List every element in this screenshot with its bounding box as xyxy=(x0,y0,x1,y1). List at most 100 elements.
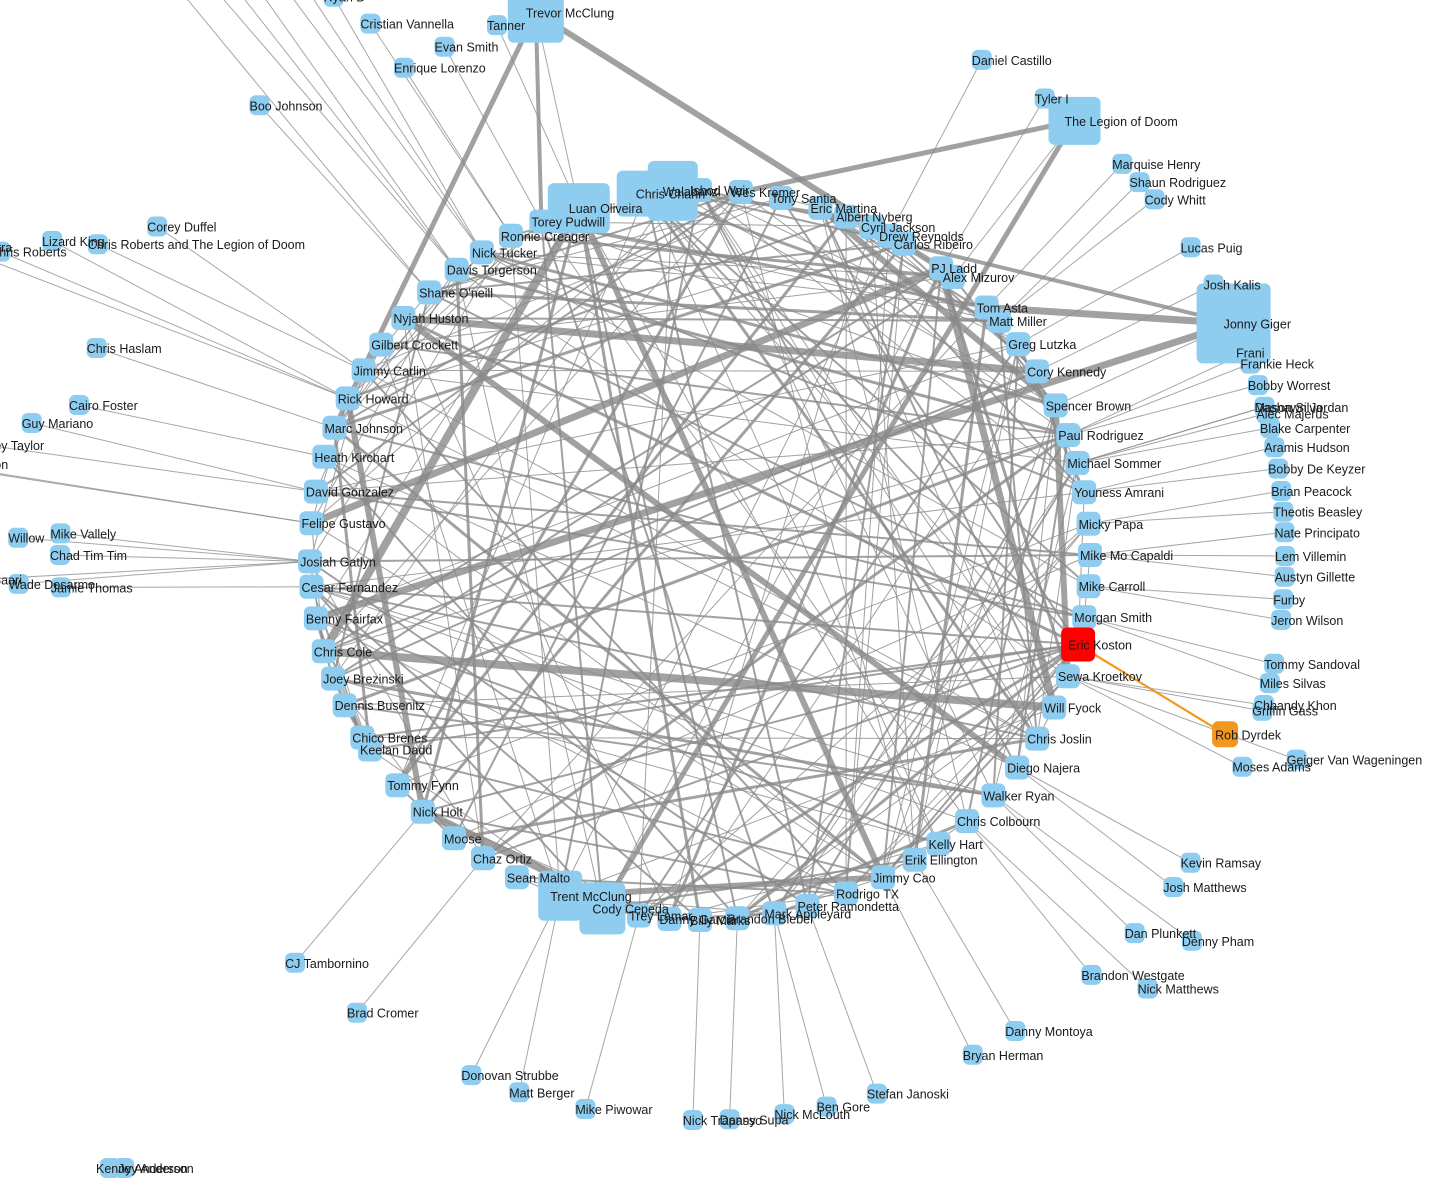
svg-text:The Legion of Doom: The Legion of Doom xyxy=(1065,115,1178,129)
svg-text:Marc Johnson: Marc Johnson xyxy=(325,422,404,436)
svg-text:Josiah Gatlyn: Josiah Gatlyn xyxy=(300,555,376,569)
svg-text:Mike Piwowar: Mike Piwowar xyxy=(575,1103,652,1117)
svg-text:Danny Montoya: Danny Montoya xyxy=(1005,1025,1093,1039)
svg-text:Donovan Strubbe: Donovan Strubbe xyxy=(461,1069,558,1083)
svg-text:Morgan Smith: Morgan Smith xyxy=(1074,611,1152,625)
svg-text:Micky Papa: Micky Papa xyxy=(1079,518,1144,532)
svg-text:Marquise Henry: Marquise Henry xyxy=(1112,158,1201,172)
svg-text:Benny Fairfax: Benny Fairfax xyxy=(306,612,384,626)
svg-text:Lem Villemin: Lem Villemin xyxy=(1275,550,1346,564)
svg-text:Dennis Busenitz: Dennis Busenitz xyxy=(335,699,425,713)
svg-text:Josh Kalis: Josh Kalis xyxy=(1204,279,1261,293)
svg-text:Nick Matthews: Nick Matthews xyxy=(1138,983,1219,997)
svg-text:Nick Tucker: Nick Tucker xyxy=(472,246,537,260)
svg-text:Frankie Heck: Frankie Heck xyxy=(1240,358,1314,372)
svg-text:Torey Pudwill: Torey Pudwill xyxy=(531,216,605,230)
svg-text:Griffin Gass: Griffin Gass xyxy=(1252,705,1318,719)
svg-text:Trevor McClung: Trevor McClung xyxy=(526,7,614,21)
svg-text:Shane O'neill: Shane O'neill xyxy=(419,286,493,300)
svg-text:Keelan Dadd: Keelan Dadd xyxy=(360,744,432,758)
svg-text:Gilbert Crockett: Gilbert Crockett xyxy=(371,339,458,353)
svg-text:Cristian Vannella: Cristian Vannella xyxy=(360,18,454,32)
svg-text:Jeron Wilson: Jeron Wilson xyxy=(1271,614,1343,628)
svg-text:Cody Whitt: Cody Whitt xyxy=(1145,193,1207,207)
svg-text:Furby: Furby xyxy=(1273,593,1306,607)
svg-text:Evan Smith: Evan Smith xyxy=(435,41,499,55)
svg-text:Jimmy Carlin: Jimmy Carlin xyxy=(354,364,426,378)
svg-text:Daniel Castillo: Daniel Castillo xyxy=(972,54,1052,68)
svg-text:Cairo Foster: Cairo Foster xyxy=(69,399,138,413)
svg-text:Sean Malto: Sean Malto xyxy=(507,871,570,885)
svg-text:Mike Vallely: Mike Vallely xyxy=(50,527,117,541)
svg-text:Enrique Lorenzo: Enrique Lorenzo xyxy=(394,62,486,76)
svg-text:Michael Sommer: Michael Sommer xyxy=(1067,457,1161,471)
svg-text:Kelly Hart: Kelly Hart xyxy=(929,838,984,852)
svg-text:Moses Adams: Moses Adams xyxy=(1232,761,1311,775)
svg-text:Stefan Janoski: Stefan Janoski xyxy=(867,1088,949,1102)
svg-text:Cesar Fernandez: Cesar Fernandez xyxy=(302,581,399,595)
svg-text:Willow: Willow xyxy=(8,532,45,546)
svg-text:Shaun Rodriguez: Shaun Rodriguez xyxy=(1130,176,1227,190)
svg-text:Tom Asta: Tom Asta xyxy=(977,302,1028,316)
svg-text:Paul Rodriguez: Paul Rodriguez xyxy=(1058,429,1143,443)
svg-text:Brad Cromer: Brad Cromer xyxy=(347,1007,419,1021)
svg-text:Eric Koston: Eric Koston xyxy=(1068,639,1132,653)
svg-text:Mike Mo Capaldi: Mike Mo Capaldi xyxy=(1080,549,1173,563)
svg-text:Dan Plunkett: Dan Plunkett xyxy=(1125,927,1197,941)
svg-text:Chaz Ortiz: Chaz Ortiz xyxy=(473,852,532,866)
svg-text:Rick Howard: Rick Howard xyxy=(338,392,409,406)
svg-text:Youness Amrani: Youness Amrani xyxy=(1074,486,1164,500)
svg-text:Erik Ellington: Erik Ellington xyxy=(905,854,978,868)
svg-text:Ronnie Creager: Ronnie Creager xyxy=(501,230,589,244)
svg-text:Jimmy Cao: Jimmy Cao xyxy=(873,871,936,885)
svg-text:Heath Kirchart: Heath Kirchart xyxy=(314,451,394,465)
svg-text:Steve Berra: Steve Berra xyxy=(0,241,12,255)
svg-text:Cory Kennedy: Cory Kennedy xyxy=(1027,365,1107,379)
svg-text:Mike Carroll: Mike Carroll xyxy=(1079,580,1146,594)
svg-text:Bobby Worrest: Bobby Worrest xyxy=(1248,379,1331,393)
svg-text:Nick Trapasso: Nick Trapasso xyxy=(683,1114,762,1128)
svg-text:Joey Brezinski: Joey Brezinski xyxy=(323,673,404,687)
svg-text:Kevin Ramsay: Kevin Ramsay xyxy=(1181,857,1262,871)
svg-text:Trent McClung: Trent McClung xyxy=(550,890,632,904)
svg-text:Davis Torgerson: Davis Torgerson xyxy=(447,264,537,278)
svg-text:Tommy Sandoval: Tommy Sandoval xyxy=(1264,658,1360,672)
svg-text:CJ Tambornino: CJ Tambornino xyxy=(285,957,369,971)
svg-text:Mikey Taylor: Mikey Taylor xyxy=(0,439,44,453)
svg-text:Corey Duffel: Corey Duffel xyxy=(147,221,216,235)
svg-text:Sewa Kroetkov: Sewa Kroetkov xyxy=(1058,670,1143,684)
svg-text:Carlos Ribeiro: Carlos Ribeiro xyxy=(894,238,973,252)
svg-text:Bryan Herman: Bryan Herman xyxy=(963,1049,1044,1063)
svg-text:Chris Roberts and The Legion o: Chris Roberts and The Legion of Doom xyxy=(88,238,305,252)
svg-text:Felipe Gustavo: Felipe Gustavo xyxy=(302,517,386,531)
svg-text:Lucas Puig: Lucas Puig xyxy=(1181,241,1243,255)
svg-text:Tanner: Tanner xyxy=(487,19,525,33)
svg-text:Miles Silvas: Miles Silvas xyxy=(1260,677,1326,691)
svg-text:Moose: Moose xyxy=(444,832,482,846)
svg-text:Chad Tim Tim: Chad Tim Tim xyxy=(50,549,127,563)
svg-text:Tommy Fynn: Tommy Fynn xyxy=(387,779,459,793)
svg-text:David Gonzalez: David Gonzalez xyxy=(306,486,394,500)
svg-text:Guy Mariano: Guy Mariano xyxy=(22,417,94,431)
svg-text:Jonny Giger: Jonny Giger xyxy=(1224,317,1291,331)
svg-text:Boo Johnson: Boo Johnson xyxy=(250,99,323,113)
svg-text:Blake Carpenter: Blake Carpenter xyxy=(1260,422,1350,436)
svg-text:Bobby De Keyzer: Bobby De Keyzer xyxy=(1268,463,1365,477)
svg-text:Diego Najera: Diego Najera xyxy=(1007,762,1080,776)
svg-text:Nyjah Huston: Nyjah Huston xyxy=(393,312,468,326)
svg-text:Arto Saari: Arto Saari xyxy=(0,574,22,588)
svg-text:Mason Silva: Mason Silva xyxy=(1255,401,1323,415)
svg-text:Walker Ryan: Walker Ryan xyxy=(983,789,1054,803)
svg-text:Nate Principato: Nate Principato xyxy=(1275,526,1361,540)
svg-text:Austyn Gillette: Austyn Gillette xyxy=(1275,571,1356,585)
svg-text:Matt Miller: Matt Miller xyxy=(989,315,1047,329)
svg-text:Spencer Brown: Spencer Brown xyxy=(1046,399,1132,413)
svg-text:Nick Holt: Nick Holt xyxy=(413,806,464,820)
svg-text:Matt Berger: Matt Berger xyxy=(509,1086,574,1100)
svg-text:Aramis Hudson: Aramis Hudson xyxy=(1264,441,1349,455)
svg-text:Clint Peterson: Clint Peterson xyxy=(0,458,8,472)
svg-text:Chris Colbourn: Chris Colbourn xyxy=(957,815,1040,829)
svg-text:Chico Brenes: Chico Brenes xyxy=(352,732,427,746)
svg-text:Chris Cole: Chris Cole xyxy=(314,645,372,659)
svg-text:Theotis Beasley: Theotis Beasley xyxy=(1273,506,1363,520)
